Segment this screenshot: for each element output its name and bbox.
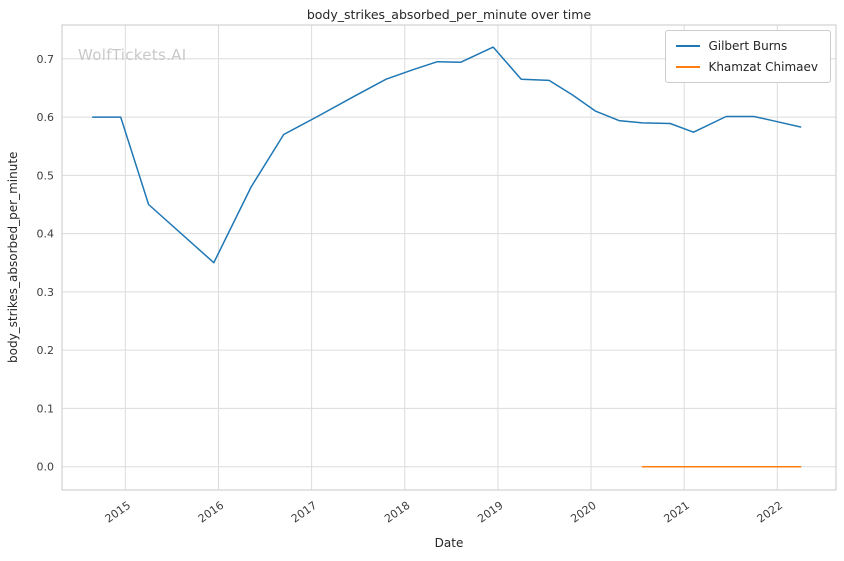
x-tick-label: 2017: [289, 499, 319, 526]
y-tick-label: 0.6: [37, 111, 55, 124]
series-line-gilbert-burns: [91, 46, 802, 264]
legend-swatch-khamzat-chimaev: [676, 66, 701, 68]
x-tick-label: 2018: [382, 499, 412, 526]
x-tick-label: 2015: [103, 499, 133, 526]
y-tick-label: 0.0: [37, 461, 55, 474]
legend-item-khamzat-chimaev: Khamzat Chimaev: [676, 60, 818, 74]
x-tick-label: 2020: [568, 499, 598, 526]
legend-swatch-gilbert-burns: [676, 45, 701, 47]
y-tick-label: 0.4: [37, 228, 55, 241]
x-tick-label: 2016: [196, 499, 226, 526]
x-tick-label: 2021: [662, 499, 692, 526]
y-tick-label: 0.7: [37, 53, 55, 66]
legend-label-khamzat-chimaev: Khamzat Chimaev: [708, 60, 818, 74]
y-tick-label: 0.2: [37, 344, 55, 357]
y-tick-label: 0.1: [37, 402, 55, 415]
y-tick-label: 0.3: [37, 286, 55, 299]
y-axis-label: body_strikes_absorbed_per_minute: [6, 151, 20, 364]
legend-item-gilbert-burns: Gilbert Burns: [676, 39, 818, 53]
plot-border: [61, 24, 837, 491]
watermark: WolfTickets.AI: [78, 46, 187, 64]
chart-title: body_strikes_absorbed_per_minute over ti…: [306, 7, 592, 22]
x-axis-label: Date: [434, 536, 464, 550]
x-tick-label: 2019: [475, 499, 505, 526]
x-tick-label: 2022: [755, 499, 785, 526]
legend-label-gilbert-burns: Gilbert Burns: [708, 39, 788, 53]
legend: Gilbert Burns Khamzat Chimaev: [665, 30, 831, 83]
y-tick-label: 0.5: [37, 169, 55, 182]
